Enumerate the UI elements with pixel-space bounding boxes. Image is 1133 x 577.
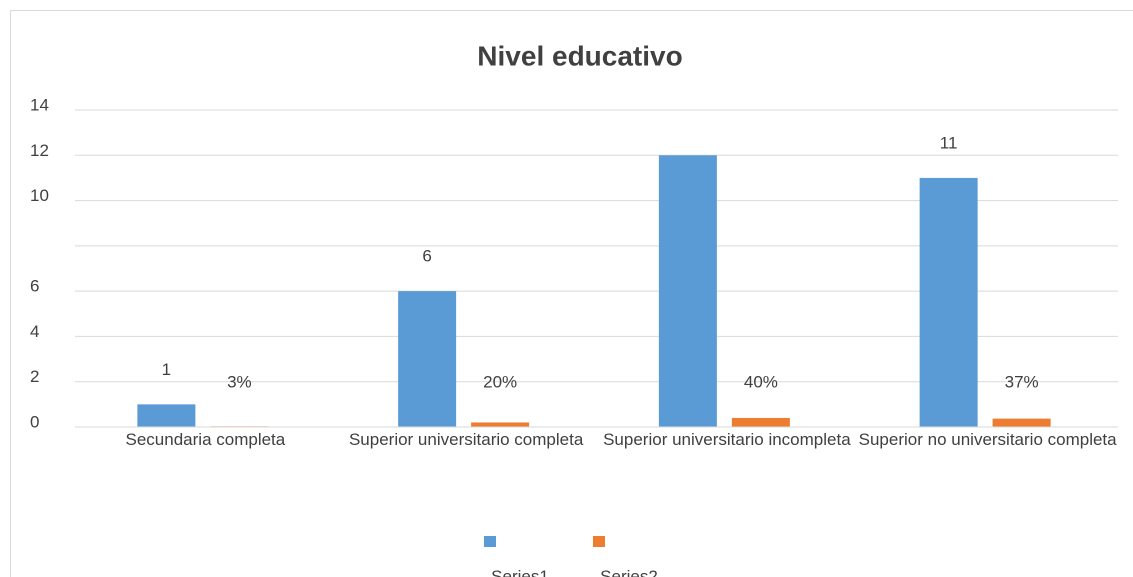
legend-label: Series2	[600, 567, 658, 577]
x-tick-label: Superior universitario completa	[348, 430, 584, 449]
legend-swatch	[593, 536, 605, 547]
bar	[992, 418, 1051, 427]
data-label: 20%	[483, 372, 517, 391]
y-tick-label: 14	[30, 95, 49, 114]
x-tick-label: Superior no universitario completa	[858, 430, 1117, 449]
x-tick-label: Superior universitario incompleta	[603, 430, 851, 449]
data-label: 11	[940, 133, 958, 152]
legend-swatch	[484, 536, 496, 547]
y-tick-label: 6	[30, 277, 39, 296]
legend-label: Series1	[491, 567, 549, 577]
x-tick-label: Secundaria completa	[125, 430, 286, 449]
bar	[398, 291, 457, 427]
x-tick-label-box: Superior no universitario completa	[858, 430, 1117, 449]
data-label: 1	[162, 360, 171, 379]
bar	[919, 177, 978, 427]
y-tick-label: 0	[30, 412, 39, 431]
x-tick-label-box: Secundaria completa	[125, 430, 286, 449]
y-tick-label: 2	[30, 367, 39, 386]
x-tick-label-box: Superior universitario completa	[348, 430, 584, 449]
x-tick-label-box: Superior universitario incompleta	[603, 430, 851, 449]
bar	[658, 155, 717, 428]
bar	[137, 404, 196, 427]
y-tick-label: 12	[30, 141, 49, 160]
bar	[731, 417, 790, 427]
y-tick-label: 10	[30, 186, 49, 205]
data-label: 40%	[744, 372, 778, 391]
y-tick-label: 4	[30, 322, 39, 341]
data-label: 37%	[1005, 372, 1039, 391]
chart-title: Nivel educativo	[477, 40, 682, 71]
bar	[471, 422, 530, 427]
data-label: 3%	[227, 372, 252, 391]
data-label: 6	[422, 247, 431, 266]
